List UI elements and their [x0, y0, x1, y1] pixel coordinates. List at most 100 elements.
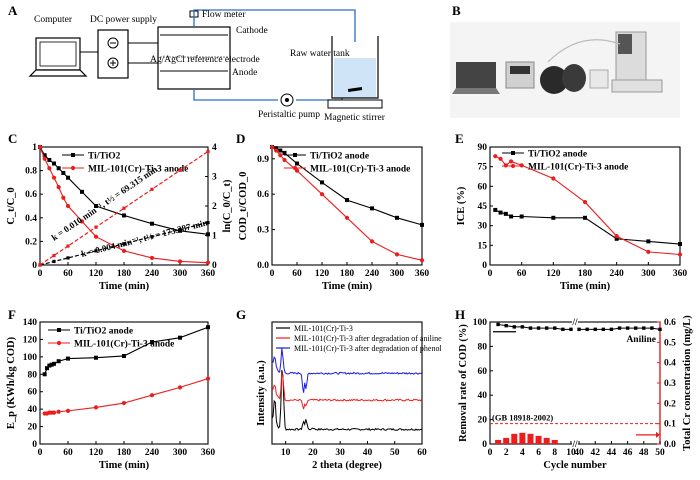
x-tick-label: 0 — [270, 269, 275, 279]
x-tick-label: 120 — [89, 448, 104, 458]
x-tick-label: 240 — [145, 448, 160, 458]
computer-label: Computer — [34, 15, 73, 25]
cod-point — [617, 326, 622, 330]
x-tick-label: 180 — [340, 269, 355, 279]
y2-tick-label: 2 — [212, 202, 217, 212]
data-point — [278, 148, 283, 153]
data-point — [269, 144, 275, 150]
data-point — [320, 180, 324, 185]
legend-entry: MIL-101(Cr)-Ti-3 anode — [88, 164, 188, 175]
panel-label-d: D — [236, 131, 245, 146]
data-point — [344, 215, 350, 220]
reference-electrode-label: Ag/AgCl reference electrode — [150, 54, 260, 65]
x-tick-label: 240 — [145, 269, 160, 279]
data-point — [149, 393, 155, 398]
x-tick-label: 0 — [488, 448, 493, 458]
x-axis-label: Time (min) — [99, 460, 150, 471]
data-point — [395, 215, 399, 220]
data-point — [646, 249, 651, 254]
x-tick-label: 300 — [173, 448, 188, 458]
standard-limit-label: (GB 18918-2002) — [492, 413, 553, 423]
data-point — [45, 366, 49, 371]
x-tick-label: 180 — [117, 269, 132, 279]
cr-bar — [527, 433, 534, 444]
x-tick-label: 10 — [566, 448, 576, 458]
data-point — [551, 176, 556, 181]
cod-point — [536, 326, 541, 330]
y-axis-label: Intensity (a.u.) — [256, 360, 267, 426]
x-tick-label: 50 — [655, 448, 665, 458]
data-point — [509, 159, 514, 164]
data-point — [678, 242, 682, 247]
fit-point — [94, 249, 98, 253]
y-tick-label: 100 — [23, 353, 38, 363]
data-point — [370, 206, 374, 211]
data-point — [47, 157, 52, 162]
data-point — [149, 255, 155, 261]
y-tick-label: 0.4 — [25, 214, 37, 224]
panel-d: D 0 60 120 180 240 300 360 0.0 0.3 0.6 0.9 Time (min… — [236, 131, 429, 292]
raw-water-tank — [327, 36, 383, 109]
panel-a: A Computer DC power supply Cathode Ag/Ag… — [8, 3, 386, 123]
x-tick-label: 360 — [201, 448, 216, 458]
x-tick-label: 180 — [578, 269, 593, 279]
x-tick-label: 60 — [417, 448, 427, 458]
cod-point — [585, 327, 589, 332]
x-tick-label: 4 — [520, 448, 525, 458]
y-tick-label: 20 — [28, 423, 38, 433]
cod-point — [561, 327, 565, 332]
axis-break-mark: // — [571, 317, 578, 327]
data-point — [493, 154, 498, 159]
data-point — [56, 166, 61, 171]
panel-g: G 10 20 30 40 50 60 2 theta (degree) Intensity (… — [236, 307, 442, 471]
x-tick-label: 8 — [552, 448, 557, 458]
magnetic-stirrer-label: Magnetic stirrer — [324, 113, 386, 123]
x-tick-label: 240 — [610, 269, 625, 279]
data-point — [519, 214, 524, 219]
y2-axis-label: Total Cr concentration (mg/L) — [682, 315, 693, 451]
data-point — [150, 340, 154, 345]
xrd-pattern-0 — [271, 369, 422, 431]
photo-reactor — [540, 64, 586, 94]
data-point — [51, 410, 57, 415]
axis-break-bottom — [572, 440, 578, 448]
y2-axis-label: ln(C_0/C_t) — [222, 179, 233, 233]
fit-point — [122, 206, 126, 210]
y-tick-label: 0.6 — [257, 190, 269, 200]
y-tick-label: 60 — [478, 182, 488, 192]
legend-entry: MIL-101(Cr)-Ti-3 after degradation of ph… — [294, 344, 442, 353]
data-point — [206, 325, 210, 330]
panel-label-c: C — [8, 131, 17, 146]
y-tick-label: 80 — [478, 342, 488, 352]
data-point — [93, 234, 99, 239]
data-point — [614, 236, 619, 241]
data-point — [177, 259, 183, 264]
cod-point — [593, 327, 597, 332]
cod-point — [650, 326, 654, 330]
data-point — [274, 148, 279, 153]
fit-point — [178, 168, 182, 172]
x-tick-label: 44 — [607, 448, 617, 458]
legend-marker — [292, 165, 298, 171]
fit-point — [206, 149, 210, 154]
cod-line-a — [498, 323, 571, 330]
legend-marker — [57, 328, 61, 332]
panel-label-b: B — [452, 3, 461, 18]
panel-e: E 0 60 120 180 240 300 360 0 15 30 45 60 75 90 Time (mi… — [455, 131, 687, 292]
data-point — [56, 409, 61, 414]
cod-point — [504, 323, 508, 328]
y2-tick-label: 0.3 — [664, 379, 676, 389]
fit-point — [122, 242, 126, 246]
x-tick-label: 30 — [335, 448, 345, 458]
legend-entry: MIL-101(Cr)-Ti-3 anode — [310, 164, 410, 175]
data-point — [52, 161, 56, 166]
data-point — [345, 198, 349, 203]
x-tick-label: 50 — [390, 448, 400, 458]
y-tick-label: 40 — [478, 391, 488, 401]
data-point — [66, 175, 70, 180]
raw-water-tank-label: Raw water tank — [290, 49, 350, 59]
cr-bar — [495, 439, 502, 444]
fit-point — [52, 259, 56, 264]
